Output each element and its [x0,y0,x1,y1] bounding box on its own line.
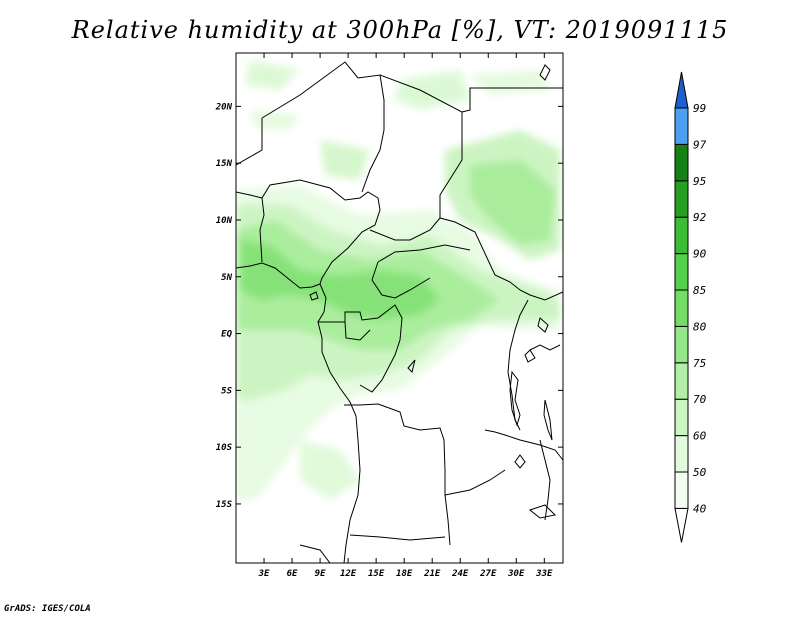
humidity-area [320,140,370,180]
humidity-area [395,70,470,110]
border [299,544,331,563]
lat-tick-label: 20N [215,102,233,112]
lon-tick-label: 3E [258,569,270,579]
lat-tick-label: 10S [216,443,233,453]
colorbar-segment [674,325,689,364]
map-boundaries [236,61,563,563]
border [484,429,563,461]
border [318,304,403,393]
border [259,197,265,263]
colorbar-segment [674,471,689,509]
border [507,299,529,431]
lon-tick-label: 24E [451,569,469,579]
lake [514,454,526,469]
border [529,344,561,351]
colorbar-label: 70 [693,393,707,406]
humidity-area [300,440,360,500]
colorbar-label: 90 [693,248,707,261]
lake [407,359,416,373]
lake [543,399,553,441]
lat-tick-label: 5N [221,273,232,283]
colorbar-label: 95 [693,175,706,188]
colorbar-segment [674,180,689,218]
humidity-area [240,240,440,320]
map-frame [235,52,564,564]
colorbar-label: 97 [693,138,707,151]
border [236,118,263,166]
humidity-area [470,70,550,95]
colorbar-label: 60 [693,430,707,443]
border [344,321,371,341]
lat-tick-label: 5S [221,386,232,396]
colorbar-label: 75 [693,357,706,370]
lon-tick-label: 15E [368,569,385,579]
map-axes: 20N 15N 10N 5N EQ 5S 10S 15S 3E 6E 9E 12E 15E 18E 21E 2… [215,53,563,579]
colorbar-label: 99 [693,102,706,115]
lake [537,317,549,333]
lon-tick-label: 9E [315,569,326,579]
border [261,61,385,193]
border [369,217,563,301]
colorbar-segment [674,289,689,327]
border [377,244,471,263]
humidity-shading [236,53,563,563]
colorbar-label: 85 [693,284,706,297]
colorbar-segment [674,253,689,291]
lon-tick-label: 33E [535,569,553,579]
border [461,87,563,113]
lon-tick-label: 27E [479,569,497,579]
border [371,261,431,299]
colorbar-segment [674,398,689,437]
lon-tick-label: 6E [287,569,298,579]
colorbar-segment [674,435,689,473]
lake [524,349,536,363]
colorbar-label: 80 [693,320,707,333]
border [379,74,463,218]
humidity-area [245,60,300,90]
lat-tick-label: EQ [221,330,232,340]
lake [509,370,521,427]
colorbar: 40 50 60 70 75 80 85 90 92 95 97 99 [674,71,707,543]
colorbar-segment [674,107,689,145]
border [444,469,506,496]
border [349,534,446,541]
lon-tick-label: 30E [507,569,525,579]
colorbar-segment [674,507,689,543]
grads-credit: GrADS: IGES/COLA [4,604,91,614]
colorbar-segment [674,216,689,255]
border [528,504,557,519]
lat-tick-label: 15N [216,159,233,169]
colorbar-segment [674,71,689,109]
lon-tick-label: 12E [340,569,357,579]
lat-tick-label: 15S [216,500,233,510]
colorbar-segment [674,362,689,400]
coastline [539,64,551,81]
humidity-area [470,160,555,245]
lake [309,291,319,301]
lon-tick-label: 21E [423,569,441,579]
colorbar-label: 40 [693,502,707,515]
colorbar-segment [674,143,689,182]
colorbar-label: 50 [693,466,707,479]
lon-tick-label: 18E [396,569,413,579]
border [236,179,381,285]
coastline [236,262,361,563]
colorbar-label: 92 [693,211,707,224]
chart-title: Relative humidity at 300hPa [%], VT: 201… [71,16,729,44]
border [344,403,451,546]
lat-tick-label: 10N [216,216,233,226]
